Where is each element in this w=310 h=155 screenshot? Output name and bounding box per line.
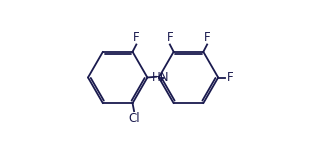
Text: F: F — [204, 31, 210, 44]
Text: F: F — [166, 31, 173, 44]
Text: F: F — [133, 31, 140, 44]
Text: Cl: Cl — [128, 112, 140, 125]
Text: F: F — [227, 71, 233, 84]
Text: HN: HN — [152, 71, 169, 84]
